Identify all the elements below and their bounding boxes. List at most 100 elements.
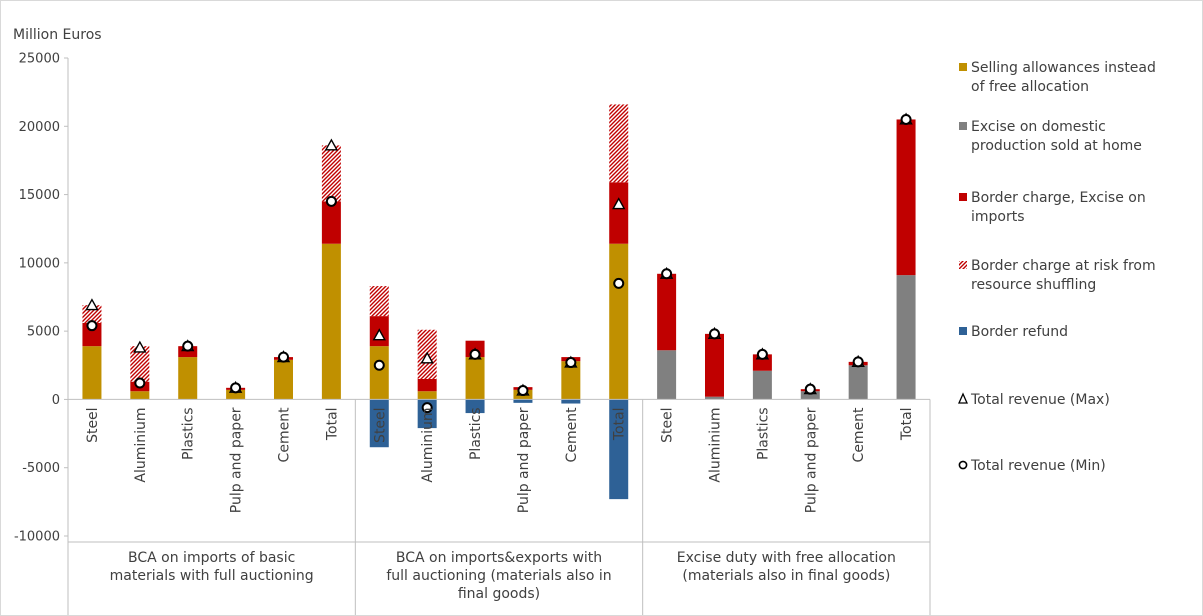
legend-item-min: Total revenue (Min) [958, 458, 1106, 474]
legend-label: Border refund [971, 324, 1068, 340]
legend-label: Total revenue (Min) [970, 458, 1106, 474]
bar-segment-refund [369, 399, 389, 448]
category-label: Pulp and paper [229, 407, 245, 513]
bar-segment-refund [561, 399, 581, 404]
group-label: Excise duty with free allocation [677, 550, 896, 566]
category-label: Total [899, 407, 915, 441]
bar-segment-at-risk [130, 346, 150, 382]
y-tick-label: 5000 [27, 325, 60, 340]
bar-segment-excise-domestic [752, 370, 772, 400]
plot-area: -10000 -5000 0 5000 10000 15000 20000 25000 Stee… [14, 52, 931, 615]
legend-label: Excise on domestic [971, 119, 1106, 135]
legend-label: imports [971, 209, 1025, 225]
category-label: Cement [564, 407, 580, 463]
legend-label: Border charge, Excise on [971, 190, 1146, 206]
category-label: Steel [85, 407, 101, 443]
legend: Selling allowances instead of free alloca… [957, 60, 1156, 474]
min-marker [900, 113, 912, 125]
bar-segment-border-charge [82, 322, 102, 347]
y-tick-label: 0 [52, 393, 60, 408]
bar-segment-at-risk [369, 286, 389, 317]
category-label: Total [612, 407, 628, 441]
bar-segment-border-charge [705, 333, 724, 397]
group-label: BCA on imports of basic [128, 550, 295, 566]
bar-segment-excise-domestic [848, 365, 868, 400]
category-label: Aluminium [708, 407, 724, 482]
min-marker [182, 340, 194, 352]
bar-segment-selling [417, 391, 437, 400]
legend-triangle [957, 392, 969, 404]
max-marker [324, 138, 339, 151]
bar-segment-refund [513, 399, 533, 403]
max-marker [612, 197, 626, 210]
legend-swatch [959, 63, 967, 71]
bar-segment-selling [82, 346, 102, 400]
group-label: final goods) [458, 586, 540, 602]
legend-swatch [959, 193, 967, 201]
min-marker [86, 320, 98, 332]
category-label: Steel [372, 407, 388, 443]
bar-segment-selling [369, 346, 389, 400]
min-marker [565, 357, 577, 369]
category-label: Total [324, 407, 340, 441]
max-marker [420, 351, 434, 364]
min-marker [613, 277, 625, 289]
min-marker [661, 268, 673, 280]
max-marker [372, 328, 386, 341]
legend-item-max: Total revenue (Max) [957, 392, 1110, 408]
bar-segment-selling [178, 357, 198, 400]
legend-item-refund: Border refund [959, 324, 1068, 340]
legend-circle [958, 460, 968, 470]
min-marker [852, 356, 864, 368]
legend-label: Total revenue (Max) [970, 392, 1110, 408]
category-label: Pulp and paper [516, 407, 532, 513]
y-tick-label: 25000 [19, 52, 60, 67]
min-marker [469, 348, 481, 360]
bar-segment-selling [226, 389, 246, 400]
legend-item-at-risk: Border charge at risk from resource shuff… [959, 258, 1156, 293]
min-marker [134, 377, 146, 389]
category-label: Plastics [755, 407, 771, 460]
min-marker [756, 348, 768, 360]
legend-label: production sold at home [971, 138, 1142, 154]
group-label: materials with full auctioning [110, 568, 314, 584]
legend-swatch [959, 122, 967, 130]
category-label: Cement [277, 407, 293, 463]
bar-segment-border-charge [321, 201, 341, 244]
y-tick-label: 15000 [19, 188, 60, 203]
legend-item-excise-domestic: Excise on domestic production sold at hom… [959, 119, 1142, 154]
min-marker [421, 402, 433, 414]
bar-segment-selling [130, 391, 150, 400]
category-label: Pulp and paper [803, 407, 819, 513]
min-marker [278, 351, 289, 363]
legend-swatch [959, 327, 967, 335]
min-marker [709, 328, 720, 340]
bar-segment-at-risk [609, 104, 629, 183]
min-marker [804, 383, 816, 395]
bar-segment-border-charge [657, 273, 677, 351]
legend-swatch [959, 261, 967, 269]
bar-segment-selling [609, 243, 629, 400]
category-label: Plastics [181, 407, 197, 460]
bar-segment-border-charge [896, 119, 916, 276]
bar-segment-excise-domestic [800, 391, 820, 400]
max-marker [85, 298, 99, 311]
category-label: Cement [851, 407, 867, 463]
legend-item-selling: Selling allowances instead of free alloca… [959, 60, 1156, 95]
group-label: BCA on imports&exports with [396, 550, 602, 566]
group-label: full auctioning (materials also in [386, 568, 611, 584]
bar-segment-border-charge [609, 182, 629, 244]
legend-item-border-charge: Border charge, Excise on imports [959, 190, 1146, 225]
group-label: (materials also in final goods) [682, 568, 890, 584]
legend-label: Border charge at risk from [971, 258, 1156, 274]
bar-segment-selling [465, 357, 485, 400]
y-tick-label: 20000 [19, 120, 60, 135]
bar-segment-excise-domestic [657, 350, 677, 400]
bar-segment-refund [465, 399, 485, 414]
min-marker [325, 195, 337, 207]
bar-segment-selling [321, 243, 341, 400]
bar-segment-refund [609, 399, 629, 500]
legend-label: Selling allowances instead [971, 60, 1156, 76]
y-tick-label: -10000 [14, 530, 60, 545]
